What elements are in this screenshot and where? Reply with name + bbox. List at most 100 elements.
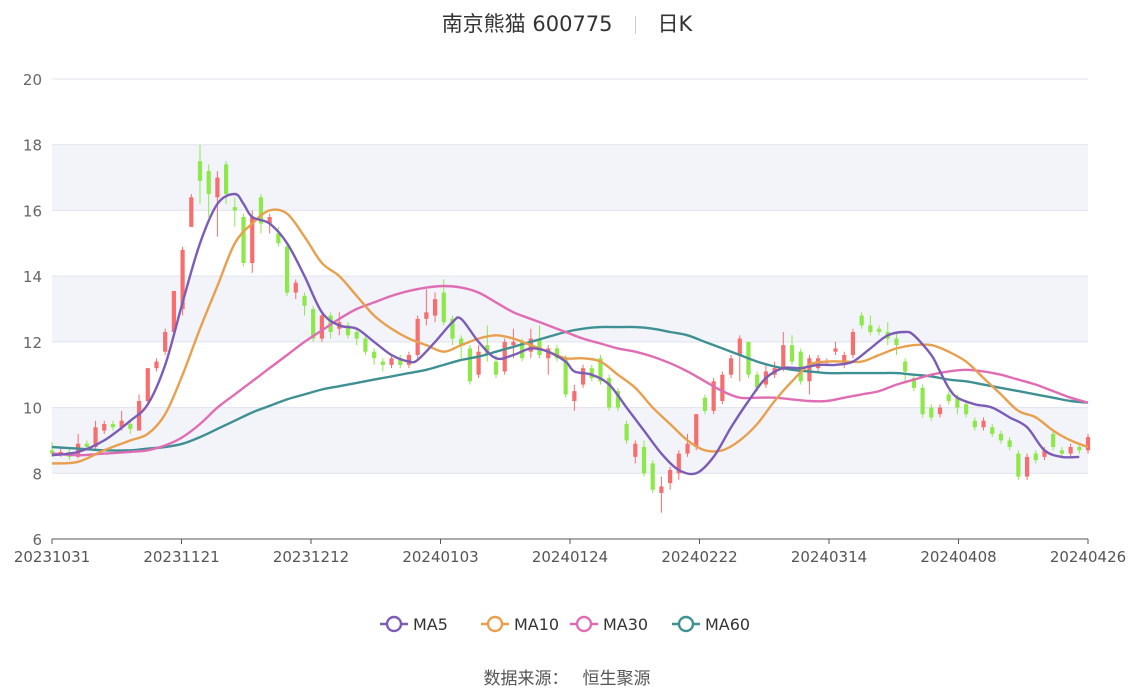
candle-body	[728, 358, 734, 375]
candle-body	[241, 217, 246, 263]
candle-body	[354, 332, 359, 339]
candle-body	[276, 233, 281, 244]
candle-body	[197, 161, 203, 181]
candle-body	[1085, 437, 1091, 451]
grid-band	[52, 407, 1088, 474]
candle-body	[641, 447, 647, 474]
x-tick-label: 20231031	[14, 548, 90, 566]
candle-body	[607, 378, 612, 408]
candle-body	[589, 368, 594, 378]
ma-lines	[51, 192, 1089, 476]
x-tick-label: 20231212	[273, 548, 349, 566]
candle-body	[990, 427, 995, 434]
candle-body	[502, 341, 507, 372]
candle-body	[833, 348, 838, 352]
candle-body	[929, 407, 934, 418]
legend-marker-ma10	[486, 615, 504, 633]
candle-body	[546, 348, 551, 359]
x-tick-label: 20240103	[402, 548, 478, 566]
candle-body	[136, 401, 142, 431]
candle-body	[711, 381, 716, 411]
candle-body	[1068, 447, 1073, 454]
candle-body	[58, 451, 63, 454]
x-tick-label: 20240408	[920, 548, 996, 566]
candle-body	[981, 420, 986, 428]
x-tick-label: 20240426	[1050, 548, 1126, 566]
candle-body	[964, 404, 969, 415]
candle-body	[1016, 453, 1021, 477]
legend-marker-ma30	[575, 615, 593, 633]
candle-body	[920, 387, 925, 415]
candle-body	[432, 299, 438, 316]
legend-marker-ma60	[677, 615, 695, 633]
candle-body	[1077, 447, 1082, 451]
candle-body	[1007, 440, 1012, 447]
source-label: 数据来源：	[483, 669, 569, 689]
legend-label-ma5: MA5	[413, 615, 448, 634]
candle-body	[694, 414, 699, 447]
candle-body	[110, 424, 116, 428]
y-tick-label: 6	[32, 531, 42, 549]
ma-line-ma10	[51, 208, 1089, 465]
y-tick-label: 20	[23, 71, 42, 89]
candle-body	[685, 443, 690, 454]
candle-body	[537, 338, 542, 355]
candle-body	[1042, 450, 1047, 457]
candle-body	[345, 325, 351, 336]
candle-body	[284, 246, 290, 293]
candle-body	[450, 318, 455, 339]
x-tick-label: 20240124	[532, 548, 608, 566]
candle-body	[467, 348, 472, 382]
candle-body	[302, 295, 307, 306]
x-tick-label: 20240314	[791, 548, 867, 566]
legend-label-ma30: MA30	[603, 615, 648, 634]
candle-body	[911, 378, 916, 388]
candle-body	[668, 470, 673, 484]
source-value: 恒生聚源	[582, 669, 651, 689]
candle-body	[493, 361, 499, 375]
candle-body	[572, 391, 577, 401]
candle-body	[676, 453, 681, 474]
candle-body	[145, 368, 150, 401]
candle-body	[650, 463, 655, 490]
candle-body	[293, 282, 298, 293]
candle-body	[737, 338, 742, 355]
candle-body	[398, 358, 403, 365]
legend-marker-ma5	[385, 615, 403, 633]
period-label: 日K	[657, 12, 693, 36]
candle-body	[128, 424, 133, 429]
candle-body	[624, 424, 629, 441]
candle-body	[563, 358, 568, 395]
candle-body	[119, 420, 124, 428]
candle-body	[311, 309, 316, 339]
candle-body	[93, 427, 98, 447]
candle-body	[250, 217, 255, 263]
candle-body	[659, 486, 664, 493]
x-tick-label: 20240222	[661, 548, 737, 566]
candle-body	[894, 338, 899, 346]
candle-body	[598, 358, 603, 382]
candle-body	[232, 207, 237, 211]
ma-line-ma5	[51, 192, 1080, 476]
candle-body	[415, 318, 420, 355]
legend[interactable]: MA5 MA10 MA30 MA60	[380, 615, 750, 634]
candle-body	[946, 394, 951, 401]
x-axis: 20231031 20231121 20231212 20240103 20240124…	[14, 538, 1126, 566]
candle-body	[363, 338, 368, 352]
candle-body	[580, 368, 586, 385]
candle-body	[1024, 456, 1030, 477]
candle-body	[389, 358, 394, 365]
candle-body	[206, 171, 211, 194]
stock-name: 南京熊猫 600775	[441, 12, 613, 36]
candle-body	[102, 424, 107, 431]
y-tick-label: 14	[23, 268, 42, 286]
candle-body	[720, 374, 725, 401]
candle-body	[1033, 453, 1038, 461]
candle-body	[171, 290, 176, 332]
candle-body	[789, 345, 795, 362]
y-tick-label: 16	[23, 202, 42, 220]
candle-body	[267, 217, 272, 224]
candle-body	[76, 443, 81, 457]
candle-body	[84, 443, 89, 447]
